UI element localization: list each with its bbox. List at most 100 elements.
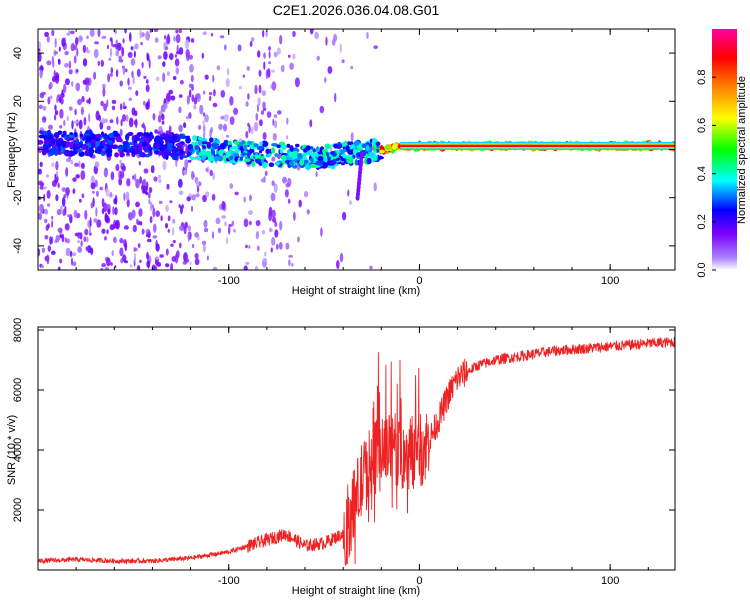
heatmap-noise-cell [77, 98, 82, 106]
heatmap-noise-cell [229, 96, 234, 106]
heatmap-noise-cell [94, 41, 99, 45]
heatmap-ridge-cell [162, 144, 168, 150]
heatmap-ridge-cell [289, 145, 294, 152]
heatmap-noise-cell [59, 125, 63, 129]
heatmap-ridge-cell [52, 144, 56, 152]
heatmap-ridge-cell [284, 160, 291, 164]
heatmap-noise-cell [185, 258, 190, 263]
heatmap-noise-cell [255, 112, 259, 121]
heatmap-noise-cell [112, 44, 118, 48]
heatmap-noise-cell [282, 176, 287, 184]
heatmap-ridge-cell [234, 156, 239, 162]
heatmap-noise-cell [58, 46, 61, 52]
heatmap-noise-cell [183, 226, 187, 235]
heatmap-noise-cell [122, 65, 126, 75]
heatmap-noise-cell [347, 189, 350, 197]
heatmap-ridge-cell [368, 151, 375, 158]
heatmap-noise-cell [170, 243, 174, 247]
heatmap-noise-cell [134, 173, 137, 182]
heatmap-noise-cell [80, 162, 85, 169]
heatmap-noise-cell [106, 99, 109, 107]
heatmap-ridge-cell [106, 144, 110, 149]
heatmap-ridge-cell [43, 135, 47, 139]
heatmap-noise-cell [271, 236, 276, 246]
heatmap-noise-cell [243, 218, 249, 228]
heatmap-noise-cell [161, 120, 165, 125]
heatmap-ridge-cell [372, 157, 378, 161]
heatmap-ridge-cell [377, 155, 383, 160]
heatmap-noise-cell [316, 55, 320, 61]
heatmap-noise-cell [184, 159, 189, 169]
heatmap-noise-cell [277, 110, 282, 115]
heatmap-noise-cell [78, 119, 83, 130]
heatmap-noise-cell [38, 180, 43, 186]
heatmap-noise-cell [155, 76, 160, 82]
heatmap-ridge-cell [281, 145, 285, 150]
heatmap-noise-cell [76, 48, 79, 57]
colorbar-tick-label: 0.0 [696, 262, 708, 277]
heatmap-noise-cell [152, 113, 156, 121]
heatmap-noise-cell [54, 110, 59, 116]
heatmap-noise-cell [78, 160, 81, 168]
heatmap-ridge-cell [239, 156, 243, 161]
heatmap-ridge-cell [209, 137, 214, 143]
heatmap-ridge-cell [347, 149, 354, 155]
heatmap-noise-cell [188, 112, 192, 119]
heatmap-noise-cell [143, 125, 146, 133]
heatmap-noise-cell [136, 218, 139, 224]
heatmap-noise-cell [137, 265, 140, 270]
heatmap-noise-cell [101, 263, 106, 268]
heatmap-noise-cell [266, 111, 272, 118]
heatmap-noise-cell [170, 263, 174, 270]
heatmap-ridge-cell [38, 134, 46, 139]
heatmap-ridge-cell [68, 134, 76, 139]
heatmap-noise-cell [61, 196, 66, 207]
heatmap-ridge-cell [261, 161, 268, 169]
heatmap-ridge-cell [62, 130, 67, 135]
heatmap-noise-cell [245, 261, 250, 265]
heatmap-noise-cell [69, 30, 75, 35]
heatmap-noise-cell [54, 104, 57, 111]
heatmap-noise-cell [71, 120, 74, 130]
heatmap-noise-cell [83, 236, 87, 243]
heatmap-ridge-cell [114, 152, 119, 158]
heatmap-ridge-cell [372, 137, 377, 143]
heatmap-noise-cell [269, 227, 272, 233]
heatmap-ridge-cell [125, 134, 130, 141]
spectrogram-y-ticks: -40 -20 0 20 40 [12, 47, 675, 254]
heatmap-ridge-cell [39, 130, 44, 135]
heatmap-noise-cell [98, 114, 101, 122]
heatmap-noise-cell [39, 161, 43, 168]
heatmap-noise-cell [243, 265, 248, 270]
heatmap-noise-cell [157, 114, 162, 123]
heatmap-noise-cell [72, 188, 76, 194]
heatmap-noise-cell [130, 46, 134, 50]
heatmap-noise-cell [161, 113, 165, 121]
heatmap-noise-cell [139, 259, 142, 263]
heatmap-noise-cell [320, 227, 323, 237]
heatmap-noise-cell [199, 104, 204, 115]
heatmap-noise-cell [243, 196, 246, 203]
heatmap-ridge-cell [60, 146, 64, 152]
heatmap-ridge-cell [176, 145, 183, 151]
heatmap-noise-cell [93, 218, 98, 223]
heatmap-noise-cell [284, 189, 289, 198]
heatmap-noise-cell [143, 168, 149, 174]
heatmap-noise-cell [178, 29, 183, 33]
heatmap-noise-cell [56, 170, 58, 178]
heatmap-noise-cell [132, 75, 135, 85]
heatmap-noise-cell [105, 118, 108, 123]
heatmap-noise-cell [132, 224, 137, 233]
heatmap-ridge-cell [338, 149, 345, 156]
heatmap-noise-cell [170, 95, 176, 101]
heatmap-noise-cell [223, 44, 227, 51]
heatmap-noise-cell [294, 77, 300, 88]
heatmap-streak-cell [359, 151, 364, 158]
heatmap-noise-cell [205, 168, 209, 172]
x-tick-label: 0 [416, 575, 422, 587]
heatmap-noise-cell [61, 187, 66, 192]
heatmap-noise-cell [137, 243, 141, 248]
heatmap-noise-cell [191, 194, 196, 201]
heatmap-noise-cell [186, 95, 190, 105]
heatmap-noise-cell [273, 183, 278, 193]
